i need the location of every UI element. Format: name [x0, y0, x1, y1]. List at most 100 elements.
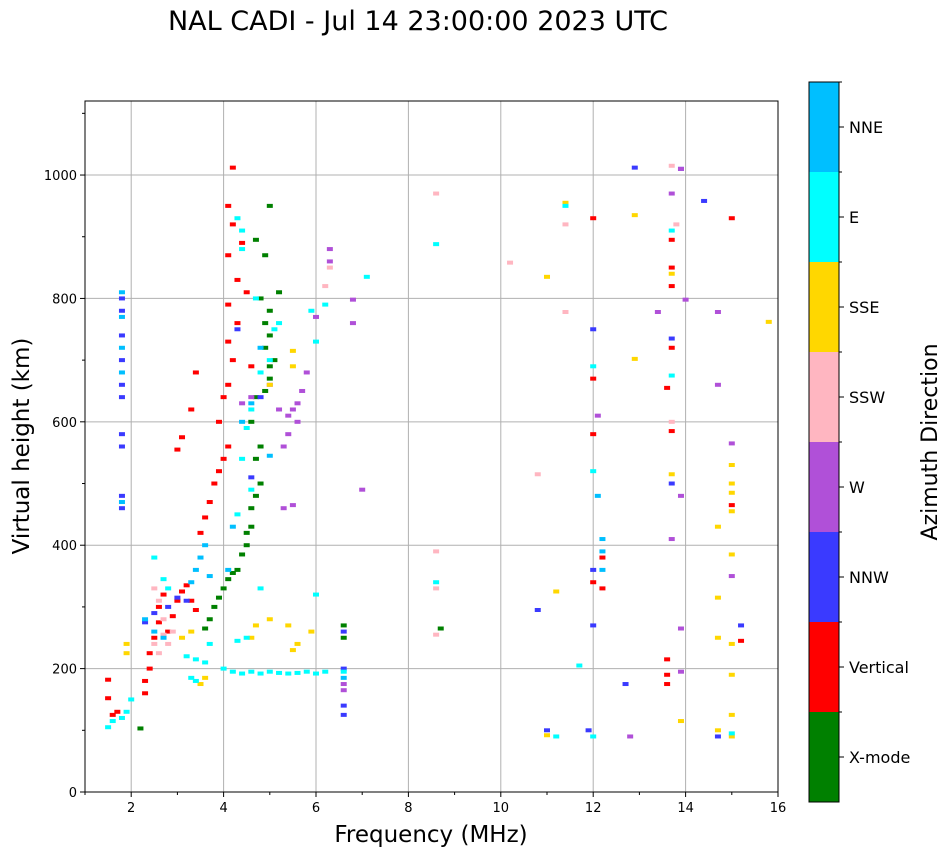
data-point [340, 712, 347, 717]
data-point [599, 567, 606, 572]
colorbar-tick-label: SSW [849, 388, 885, 407]
data-point [160, 592, 167, 597]
data-point [174, 447, 181, 452]
data-point [118, 314, 125, 319]
data-point [728, 463, 735, 468]
data-point [326, 247, 333, 252]
data-point [728, 481, 735, 486]
data-point [280, 506, 287, 511]
data-point [243, 290, 250, 295]
colorbar-segment [809, 82, 839, 172]
data-point [728, 441, 735, 446]
data-point [294, 670, 301, 675]
data-point [234, 512, 241, 517]
data-point [266, 364, 273, 369]
data-point [668, 345, 675, 350]
data-point [183, 654, 190, 659]
data-point [220, 456, 227, 461]
data-point [225, 577, 232, 582]
data-point [248, 364, 255, 369]
data-point [239, 240, 246, 245]
data-point [728, 509, 735, 514]
data-point [229, 524, 236, 529]
data-point [668, 284, 675, 289]
data-point [174, 595, 181, 600]
data-point [142, 617, 149, 622]
data-point [313, 671, 319, 676]
data-point [544, 274, 550, 279]
data-point [664, 657, 671, 662]
data-point [243, 635, 250, 640]
data-point [188, 598, 195, 603]
data-point [590, 623, 597, 628]
data-point [118, 444, 125, 449]
data-point [165, 641, 172, 646]
data-point [276, 321, 283, 326]
data-point [252, 237, 259, 242]
data-point [599, 549, 606, 554]
data-point [123, 709, 130, 714]
data-point [590, 567, 597, 572]
data-point [239, 419, 246, 424]
x-axis-label: Frequency (MHz) [334, 822, 527, 848]
data-point [433, 632, 440, 637]
data-point [714, 635, 721, 640]
data-point [299, 388, 306, 393]
data-point [340, 635, 347, 640]
data-point [668, 429, 675, 434]
data-point [179, 435, 186, 440]
colorbar-tick-label: SSE [849, 298, 879, 317]
colorbar-segment [809, 622, 839, 712]
data-point [266, 376, 273, 381]
data-point [668, 373, 675, 378]
data-point [142, 620, 149, 625]
data-point [160, 632, 167, 637]
data-point [169, 614, 176, 619]
data-point [257, 296, 264, 301]
data-point [599, 537, 606, 542]
data-point [714, 524, 721, 529]
data-point [128, 697, 135, 702]
data-point [664, 385, 671, 390]
data-point [202, 675, 209, 680]
data-point [229, 222, 236, 227]
data-point [631, 213, 638, 218]
data-point [765, 319, 772, 324]
data-point [534, 472, 541, 477]
series-e [105, 203, 735, 739]
data-point [322, 669, 329, 674]
data-point [714, 734, 721, 739]
data-point [728, 490, 735, 495]
data-point [303, 370, 310, 375]
data-point [585, 728, 592, 733]
data-point [118, 333, 125, 338]
data-point [234, 216, 241, 221]
data-point [714, 310, 721, 315]
data-point [220, 586, 227, 591]
data-point [114, 709, 121, 714]
data-point [225, 567, 232, 572]
data-point [118, 382, 125, 387]
data-point [188, 675, 195, 680]
data-point [239, 401, 246, 406]
data-point [155, 604, 162, 609]
data-point [359, 487, 366, 492]
data-point [668, 472, 675, 477]
data-point [165, 629, 172, 634]
data-point [188, 629, 195, 634]
data-point [738, 638, 745, 643]
data-point [151, 611, 158, 616]
data-point [174, 598, 181, 603]
data-point [668, 419, 675, 424]
x-tick-label: 6 [312, 801, 320, 816]
data-point [599, 586, 606, 591]
data-point [313, 592, 319, 597]
data-point [340, 629, 347, 634]
data-point [668, 163, 675, 168]
data-point [215, 595, 222, 600]
data-point [160, 617, 167, 622]
colorbar-segment [809, 442, 839, 532]
data-point [142, 691, 149, 696]
colorbar-segment [809, 352, 839, 442]
